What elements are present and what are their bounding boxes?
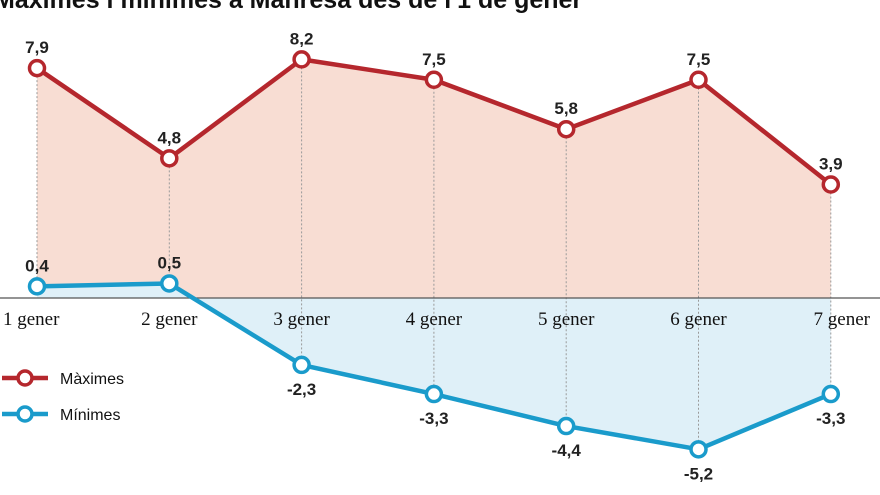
data-point [160, 274, 179, 293]
data-label: -5,2 [684, 464, 713, 483]
series-points [27, 50, 841, 459]
x-tick-label: 4 gener [406, 309, 463, 330]
x-tick-label: 5 gener [538, 309, 595, 330]
data-label: 4,8 [157, 128, 181, 147]
data-label: 7,9 [25, 38, 49, 57]
x-tick-label: 6 gener [670, 309, 727, 330]
area-fill-series-0 [37, 59, 831, 298]
data-point [821, 175, 841, 194]
data-label: 7,5 [687, 50, 711, 69]
x-tick-label: 1 gener [3, 309, 60, 330]
data-point [424, 70, 444, 89]
data-labels: 7,9 4,8 8,2 7,5 5,8 7,5 3,9 0,4 0,5 -2,3 -3,3 -4,4 -… [25, 29, 845, 483]
data-point [689, 440, 708, 459]
legend-marker [16, 369, 34, 387]
data-label: -2,3 [287, 380, 316, 399]
data-point [556, 416, 576, 436]
data-label: 5,8 [554, 99, 578, 118]
data-point [556, 119, 576, 139]
area-fill-series-1 [37, 283, 831, 450]
data-label: -3,3 [816, 409, 845, 428]
data-point [424, 384, 444, 404]
data-point [292, 50, 311, 69]
legend: Màximes Mínimes [2, 369, 124, 424]
data-point [27, 58, 47, 78]
data-label: -4,4 [552, 441, 582, 460]
data-point [292, 355, 311, 375]
data-label: 3,9 [819, 155, 843, 174]
chart-title: Màximes i mínimes a Manresa des de l'1 d… [0, 0, 582, 14]
legend-label: Màximes [60, 371, 124, 388]
data-label: -3,3 [419, 409, 448, 428]
legend-label: Mínimes [60, 407, 120, 424]
x-axis-ticks: 1 gener 2 gener 3 gener 4 gener 5 gener 6 gen… [3, 309, 871, 330]
data-label: 0,5 [157, 253, 181, 272]
data-point [821, 384, 841, 404]
data-point [160, 149, 179, 168]
data-label: 7,5 [422, 50, 446, 69]
x-tick-label: 2 gener [141, 309, 198, 330]
data-point [27, 277, 47, 296]
x-tick-label: 7 gener [814, 309, 871, 330]
data-label: 0,4 [25, 256, 49, 275]
data-point [689, 70, 708, 89]
x-tick-label: 3 gener [273, 309, 330, 330]
data-label: 8,2 [290, 29, 314, 48]
legend-marker [16, 405, 34, 423]
area-fills [37, 59, 831, 450]
grid-guides [36, 59, 832, 450]
